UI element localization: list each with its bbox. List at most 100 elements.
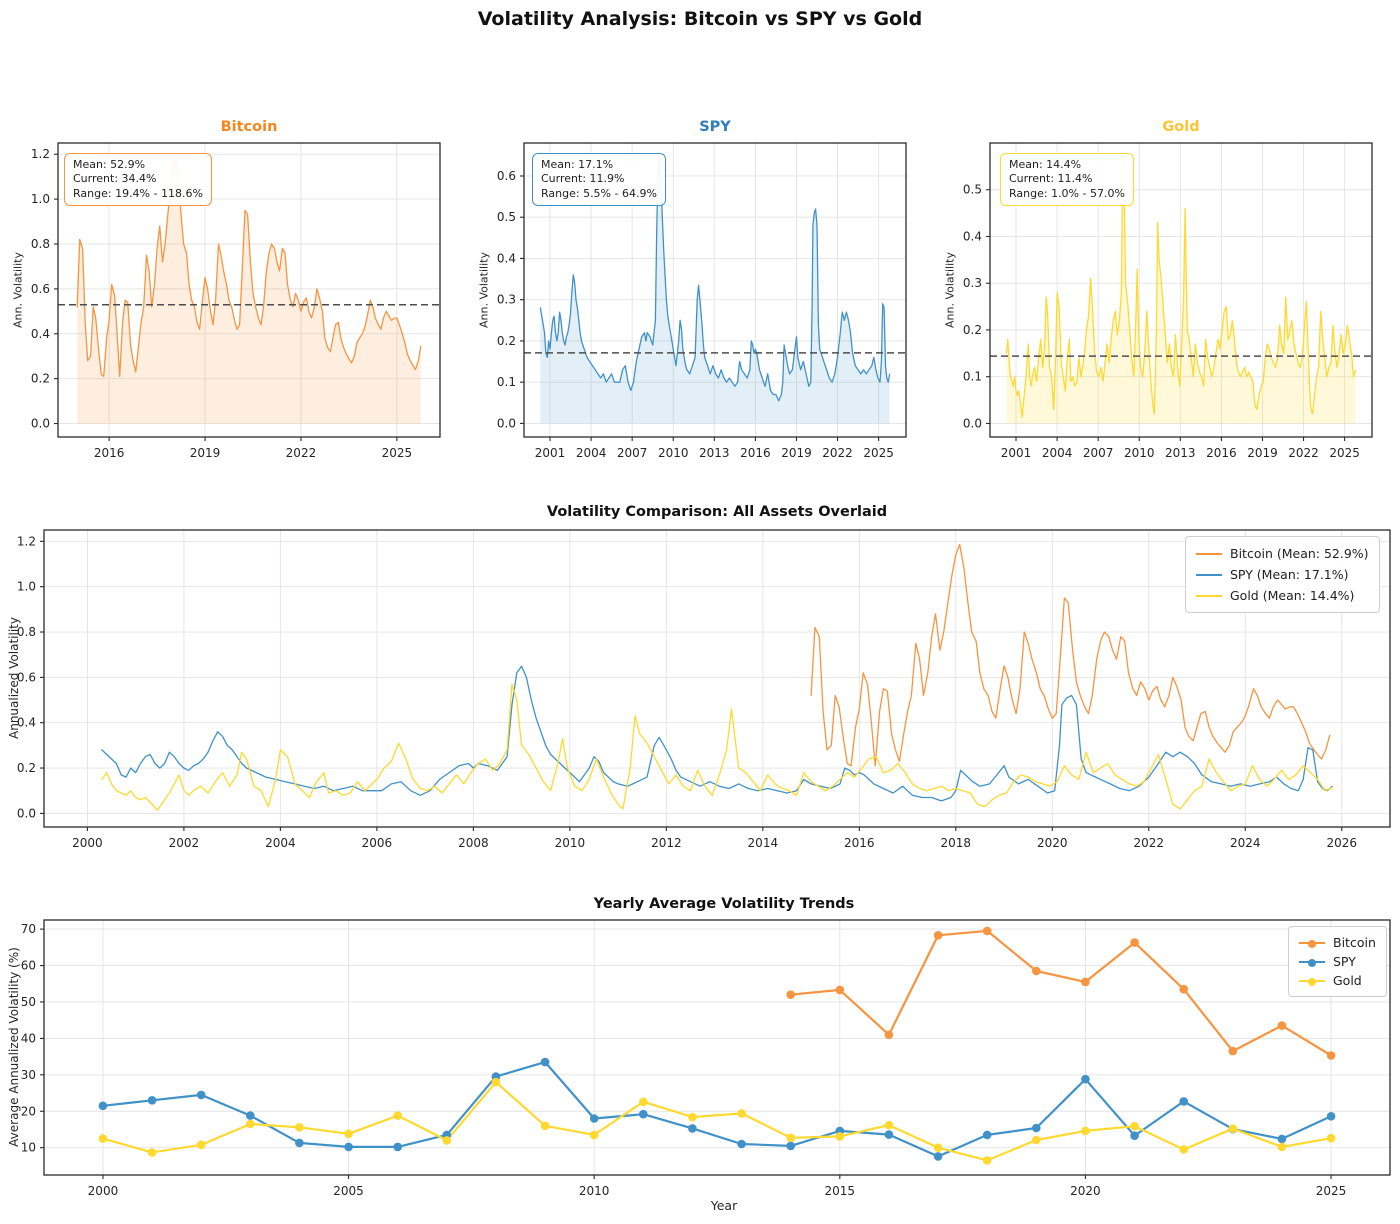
legend-item-spy: SPY (1299, 952, 1376, 971)
svg-text:0.8: 0.8 (17, 625, 36, 639)
legend-item-bitcoin: Bitcoin (1299, 933, 1376, 952)
svg-text:2016: 2016 (94, 446, 125, 460)
svg-text:0.4: 0.4 (17, 716, 36, 730)
svg-text:0.3: 0.3 (497, 293, 516, 307)
svg-text:1.0: 1.0 (31, 192, 50, 206)
svg-text:2004: 2004 (1042, 446, 1073, 460)
svg-text:2015: 2015 (825, 1184, 856, 1198)
svg-text:2022: 2022 (1288, 446, 1319, 460)
svg-text:2016: 2016 (740, 446, 771, 460)
yearly-xlabel: Year (710, 1198, 738, 1213)
svg-text:2026: 2026 (1326, 836, 1357, 850)
legend-item-gold: Gold (Mean: 14.4%) (1196, 585, 1369, 606)
svg-text:2000: 2000 (88, 1184, 119, 1198)
svg-text:0.1: 0.1 (497, 375, 516, 389)
legend-label: Gold (Mean: 14.4%) (1230, 588, 1355, 603)
svg-text:2022: 2022 (286, 446, 317, 460)
svg-text:2018: 2018 (941, 836, 972, 850)
svg-text:2010: 2010 (658, 446, 689, 460)
gold-stats-box: Mean: 14.4% Current: 11.4% Range: 1.0% -… (1000, 153, 1134, 206)
svg-text:2010: 2010 (579, 1184, 610, 1198)
svg-text:2019: 2019 (1247, 446, 1278, 460)
svg-text:2025: 2025 (863, 446, 894, 460)
yearly-trends-chart: 2000 2005 2010 2015 2020 2025 10 20 30 40 50 60 70 (21, 919, 1391, 1198)
svg-text:0.0: 0.0 (497, 416, 516, 430)
svg-text:2025: 2025 (1316, 1184, 1347, 1198)
svg-text:2025: 2025 (382, 446, 413, 460)
svg-text:0.2: 0.2 (497, 334, 516, 348)
spy-stat-range: Range: 5.5% - 64.9% (541, 186, 657, 200)
legend-label: SPY (Mean: 17.1%) (1230, 567, 1349, 582)
gold-panel-title: Gold (1162, 119, 1200, 135)
svg-text:2016: 2016 (844, 836, 875, 850)
spy-stats-box: Mean: 17.1% Current: 11.9% Range: 5.5% -… (532, 153, 666, 206)
legend-item-bitcoin: Bitcoin (Mean: 52.9%) (1196, 543, 1369, 564)
svg-text:0.0: 0.0 (963, 416, 982, 430)
svg-text:2005: 2005 (333, 1184, 364, 1198)
svg-text:2000: 2000 (72, 836, 103, 850)
svg-text:2006: 2006 (362, 836, 393, 850)
gold-stat-current: Current: 11.4% (1009, 172, 1093, 186)
svg-text:1.0: 1.0 (17, 580, 36, 594)
yearly-legend: Bitcoin SPY Gold (1288, 926, 1387, 997)
page-title: Volatility Analysis: Bitcoin vs SPY vs G… (477, 8, 923, 30)
svg-text:0.5: 0.5 (497, 210, 516, 224)
svg-text:50: 50 (21, 995, 36, 1009)
bitcoin-volatility-panel: 2016 2019 2022 2025 0.0 0.2 0.4 0.6 0.8 1.0 1.2 (31, 142, 441, 460)
svg-text:40: 40 (21, 1031, 36, 1045)
legend-label: Gold (1333, 973, 1362, 988)
svg-text:0.4: 0.4 (963, 229, 982, 243)
svg-text:2014: 2014 (748, 836, 779, 850)
svg-text:0.0: 0.0 (31, 417, 50, 431)
legend-label: Bitcoin (1333, 935, 1376, 950)
svg-text:70: 70 (21, 922, 36, 936)
svg-text:0.2: 0.2 (31, 372, 50, 386)
svg-text:0.2: 0.2 (17, 761, 36, 775)
gold-marker-swatch (1299, 977, 1325, 986)
legend-item-gold: Gold (1299, 971, 1376, 990)
yearly-chart-title: Yearly Average Volatility Trends (593, 896, 855, 912)
legend-label: SPY (1333, 954, 1356, 969)
svg-text:2008: 2008 (458, 836, 489, 850)
svg-text:2010: 2010 (1124, 446, 1155, 460)
svg-text:20: 20 (21, 1104, 36, 1118)
svg-text:2002: 2002 (169, 836, 200, 850)
bitcoin-stat-mean: Mean: 52.9% (73, 158, 146, 171)
svg-text:2022: 2022 (1134, 836, 1165, 850)
svg-text:2013: 2013 (699, 446, 730, 460)
svg-text:30: 30 (21, 1068, 36, 1082)
svg-text:2007: 2007 (1083, 446, 1114, 460)
svg-text:1.2: 1.2 (31, 147, 50, 161)
svg-text:2001: 2001 (535, 446, 566, 460)
bitcoin-stat-range: Range: 19.4% - 118.6% (73, 186, 203, 200)
legend-item-spy: SPY (Mean: 17.1%) (1196, 564, 1369, 585)
overlay-volatility-chart: 2000 2002 2004 2006 2008 2010 2012 2014 2016 2018… (17, 529, 1391, 850)
spy-stat-current: Current: 11.9% (541, 172, 625, 186)
svg-text:2019: 2019 (190, 446, 221, 460)
svg-text:1.2: 1.2 (17, 534, 36, 548)
svg-text:0.4: 0.4 (497, 251, 516, 265)
svg-text:0.4: 0.4 (31, 327, 50, 341)
svg-text:2020: 2020 (1037, 836, 1068, 850)
svg-text:2019: 2019 (781, 446, 812, 460)
gold-line-swatch (1196, 594, 1222, 597)
gold-stat-mean: Mean: 14.4% (1009, 158, 1082, 171)
svg-text:2020: 2020 (1070, 1184, 1101, 1198)
svg-text:0.6: 0.6 (17, 670, 36, 684)
svg-text:2013: 2013 (1165, 446, 1196, 460)
spy-panel-title: SPY (699, 119, 731, 135)
spy-line-swatch (1196, 573, 1222, 576)
bitcoin-stats-box: Mean: 52.9% Current: 34.4% Range: 19.4% … (64, 153, 212, 206)
svg-text:0.6: 0.6 (497, 169, 516, 183)
bitcoin-stat-current: Current: 34.4% (73, 172, 157, 186)
svg-text:2001: 2001 (1001, 446, 1032, 460)
svg-text:2012: 2012 (651, 836, 682, 850)
bitcoin-panel-title: Bitcoin (220, 119, 278, 135)
svg-text:2025: 2025 (1329, 446, 1360, 460)
gold-stat-range: Range: 1.0% - 57.0% (1009, 186, 1125, 200)
svg-text:0.1: 0.1 (963, 370, 982, 384)
svg-text:2022: 2022 (822, 446, 853, 460)
svg-text:0.0: 0.0 (17, 806, 36, 820)
bitcoin-line-swatch (1196, 552, 1222, 555)
